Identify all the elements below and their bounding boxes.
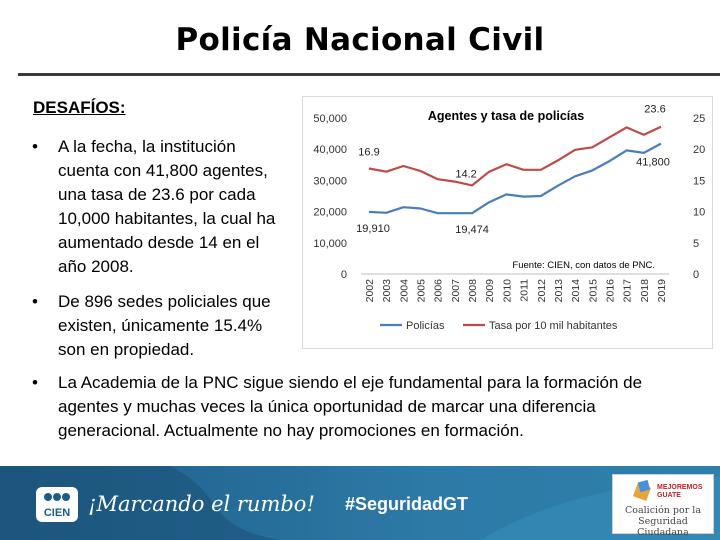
slide-title: Policía Nacional Civil: [175, 22, 545, 58]
data-label: 16.9: [358, 147, 379, 159]
legend-label: Tasa por 10 mil habitantes: [489, 320, 618, 332]
data-label: 23.6: [644, 104, 665, 116]
bullet-text: A la fecha, la institución cuenta con 41…: [58, 137, 276, 276]
x-tick-label: 2019: [656, 279, 668, 303]
x-tick-label: 2016: [604, 279, 616, 303]
y-right-tick-label: 0: [693, 269, 699, 281]
bullet-dot: •: [32, 137, 38, 156]
y-left-tick-label: 50,000: [313, 113, 347, 125]
cien-logo: CIEN: [36, 487, 78, 522]
bullet-item: • A la fecha, la institución cuenta con …: [32, 135, 302, 285]
footer-slogan: ¡Marcando el rumbo!: [88, 492, 315, 516]
x-tick-label: 2018: [639, 279, 651, 303]
bullet-text: De 896 sedes policiales que existen, úni…: [58, 292, 271, 359]
coalition-logo: MEJOREMOS GUATE Coalición por la Segurid…: [612, 474, 714, 538]
footer-banner: CIEN ¡Marcando el rumbo! #SeguridadGT ME…: [0, 466, 720, 540]
chart-svg: Agentes y tasa de policías 0 10,000 20,000 3…: [313, 104, 705, 332]
x-tick-label: 2008: [467, 279, 479, 303]
x-tick-label: 2004: [398, 279, 410, 303]
data-label: 41,800: [636, 157, 670, 169]
y-right-tick-label: 15: [693, 175, 705, 187]
x-tick-label: 2009: [484, 279, 496, 303]
bullet-item: • De 896 sedes policiales que existen, ú…: [32, 290, 302, 365]
y-right-tick-label: 25: [693, 113, 705, 125]
coalition-label: Coalición por la Seguridad Ciudadana: [624, 505, 701, 538]
x-tick-label: 2005: [416, 279, 428, 303]
bullet-dot: •: [32, 292, 38, 311]
y-left-tick-label: 40,000: [313, 144, 347, 156]
x-tick-label: 2003: [381, 279, 393, 303]
data-label: 19,910: [356, 223, 390, 235]
bullet-dot: •: [32, 373, 38, 392]
x-tick-label: 2015: [587, 279, 599, 303]
challenges-heading: DESAFÍOS:: [33, 98, 126, 117]
legend-label: Policías: [406, 320, 445, 332]
title-divider: [18, 73, 720, 76]
series-line-tasa-por-10-mil-habitantes: [368, 125, 662, 187]
data-label: 14.2: [455, 168, 476, 180]
footer-hashtag: #SeguridadGT: [345, 494, 469, 514]
y-left-tick-label: 10,000: [313, 238, 347, 250]
y-right-tick-label: 10: [693, 207, 705, 219]
line-chart: Agentes y tasa de policías 0 10,000 20,000 3…: [302, 96, 713, 349]
x-tick-label: 2013: [553, 279, 565, 303]
x-tick-label: 2006: [433, 279, 445, 303]
mejoremos-guate-label: MEJOREMOS GUATE: [657, 484, 703, 499]
x-tick-label: 2017: [622, 279, 634, 303]
chart-source-note: Fuente: CIEN, con datos de PNC.: [512, 260, 655, 271]
y-left-tick-label: 0: [341, 269, 347, 281]
chart-title: Agentes y tasa de policías: [428, 109, 584, 123]
bullet-text: La Academia de la PNC sigue siendo el ej…: [58, 373, 643, 440]
series-line-polic-as: [368, 142, 662, 215]
x-tick-label: 2011: [519, 279, 531, 302]
y-left-tick-label: 20,000: [313, 207, 347, 219]
y-left-tick-label: 30,000: [313, 175, 347, 187]
x-tick-label: 2012: [536, 279, 548, 303]
x-tick-label: 2002: [364, 279, 376, 303]
x-tick-label: 2010: [501, 279, 513, 303]
y-right-tick-label: 5: [693, 238, 699, 250]
y-right-tick-label: 20: [693, 144, 705, 156]
svg-text:CIEN: CIEN: [44, 507, 70, 519]
bullet-item: • La Academia de la PNC sigue siendo el …: [32, 371, 712, 446]
x-tick-label: 2014: [570, 279, 582, 303]
data-label: 19,474: [455, 224, 489, 236]
x-tick-label: 2007: [450, 279, 462, 303]
